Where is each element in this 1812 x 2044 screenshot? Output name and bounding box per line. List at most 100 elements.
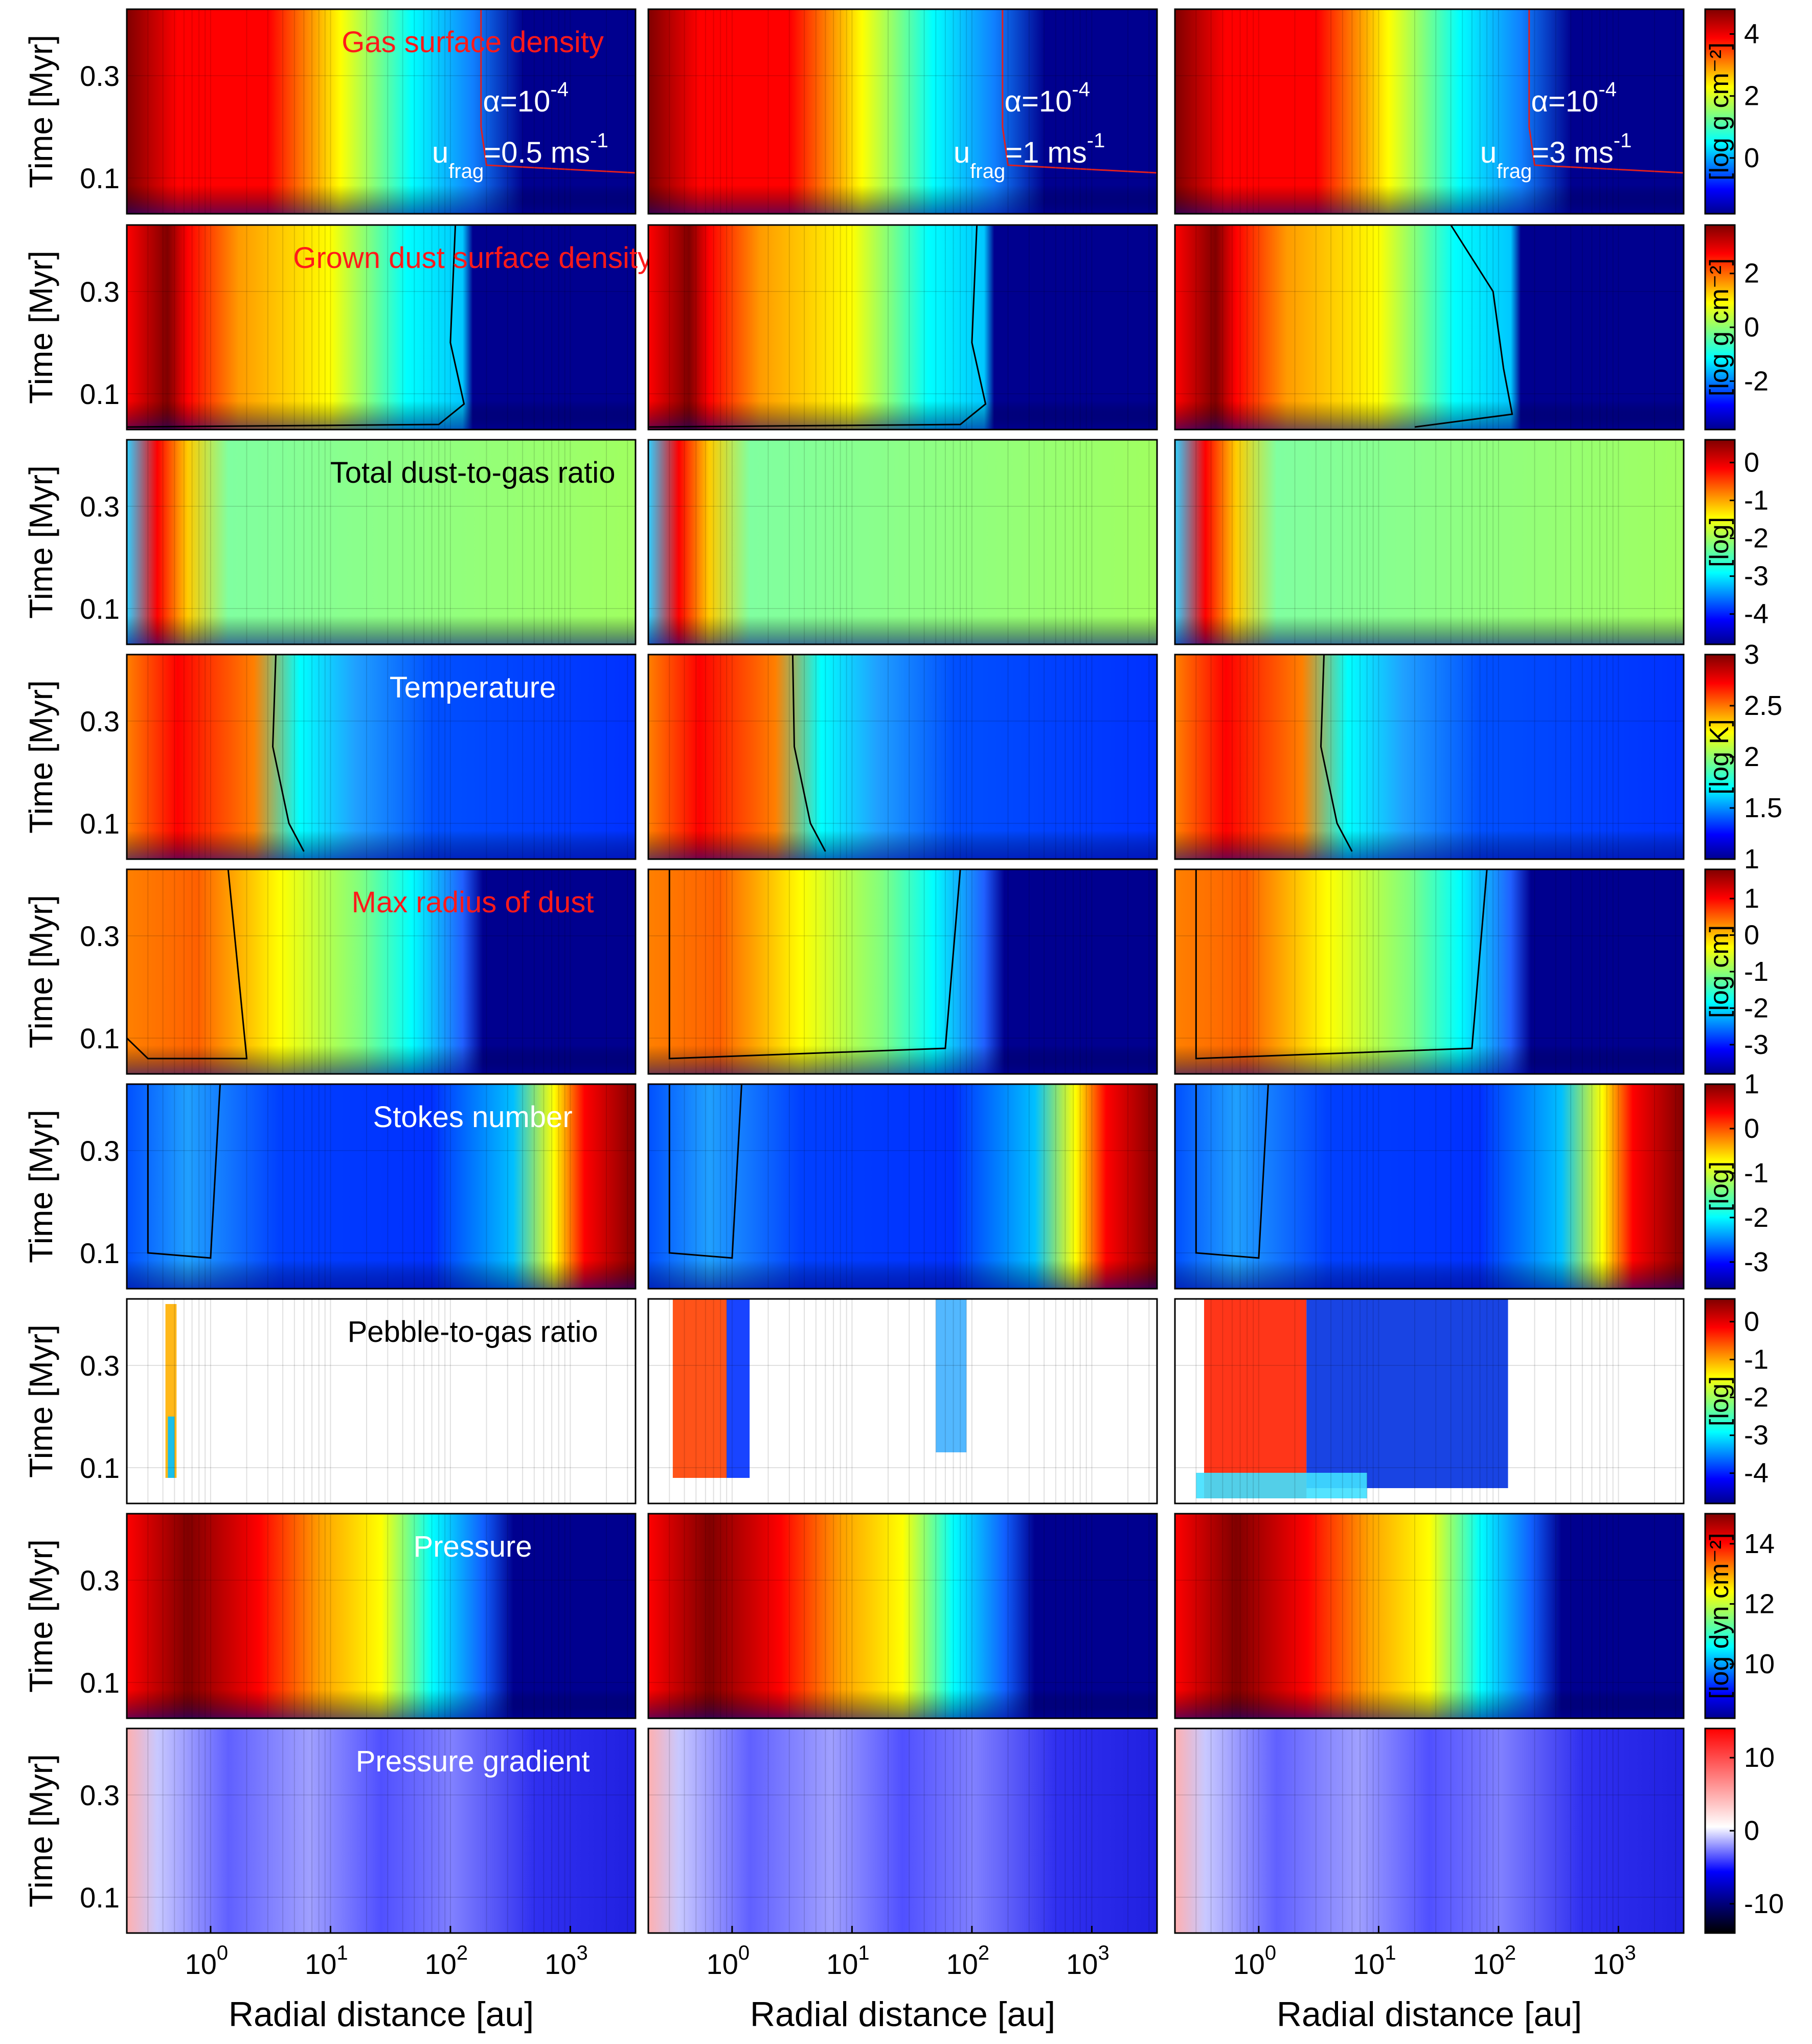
panel-r5-c3 <box>1174 868 1685 1075</box>
early-time-band <box>648 655 1157 859</box>
ufrag-exponent: -1 <box>590 129 608 152</box>
grid <box>648 1514 1157 1718</box>
colorbar-strip <box>1704 1513 1736 1719</box>
colorbar-tick-label: -2 <box>1744 523 1769 554</box>
x-tick-exponent: 2 <box>1505 1942 1516 1964</box>
heatmap-field <box>648 440 1157 644</box>
alpha-annotation: α=10-4 <box>483 78 569 118</box>
y-axis-label: Time [Myr] <box>22 465 59 619</box>
early-time-band <box>648 1514 1157 1718</box>
early-time-band <box>127 225 636 430</box>
y-axis-label: Time [Myr] <box>22 35 59 188</box>
grid <box>127 1728 636 1933</box>
alpha-annotation: α=10-4 <box>1531 78 1617 118</box>
panel-r5-c1: 0.1 0.3 Time [Myr] Max radius of dust <box>22 868 637 1075</box>
y-tick-label: 0.3 <box>80 60 120 92</box>
y-tick-label: 0.1 <box>80 1452 120 1484</box>
grid <box>127 9 636 214</box>
heatmap-field <box>648 9 1157 214</box>
panel-frame <box>126 654 637 860</box>
colorbar-tick-label: -3 <box>1744 1029 1769 1060</box>
x-tick-label: 101 <box>305 1942 348 1980</box>
colorbar-tick-label: -1 <box>1744 1158 1769 1188</box>
panel-title: Stokes number <box>373 1100 573 1134</box>
early-time-band <box>127 440 636 644</box>
colorbar-strip <box>1704 1298 1736 1504</box>
colorbar-tick-label: -1 <box>1744 956 1769 987</box>
x-tick-exponent: 1 <box>858 1942 869 1964</box>
panel-r4-c1: 0.1 0.3 Time [Myr] Temperature <box>22 654 637 860</box>
ufrag-value: =3 ms <box>1532 136 1614 169</box>
x-axis-label: Radial distance [au] <box>229 1995 534 2034</box>
grid <box>127 440 636 644</box>
y-axis-label: Time [Myr] <box>22 1754 59 1907</box>
panel-frame <box>1174 654 1685 860</box>
heatmap-field <box>127 655 636 859</box>
colorbar-r4: 1 1.5 2 2.5 3 [log K] <box>1704 639 1782 874</box>
grid <box>1175 1299 1684 1503</box>
grid <box>648 1299 1157 1503</box>
colorbar-strip <box>1704 8 1736 215</box>
contour-line <box>1195 1084 1269 1259</box>
heatmap-field <box>127 1514 636 1718</box>
panel-r3-c2 <box>647 439 1158 645</box>
alpha-exponent: -4 <box>1072 78 1090 101</box>
panel-frame <box>126 868 637 1075</box>
early-time-band <box>1175 1514 1684 1718</box>
early-time-band <box>1175 1084 1684 1289</box>
panel-r2-c2 <box>647 224 1158 431</box>
grid <box>127 1514 636 1718</box>
early-time-band <box>127 655 636 859</box>
panel-r2-c1: 0.1 0.3 Time [Myr] Grown dust surface densi… <box>22 224 652 431</box>
panel-r6-c1: 0.1 0.3 Time [Myr] Stokes number <box>22 1083 637 1290</box>
ufrag-exponent: -1 <box>1087 129 1105 152</box>
x-tick-exponent: 2 <box>978 1942 989 1964</box>
heatmap-field <box>127 440 636 644</box>
y-tick-label: 0.1 <box>80 1022 120 1054</box>
panel-r1-c1: 0.1 0.3 Time [Myr] Gas surface density α=10-… <box>22 8 637 215</box>
x-axis-label: Radial distance [au] <box>1277 1995 1582 2034</box>
panel-frame <box>1174 1298 1685 1504</box>
heatmap-field <box>648 655 1157 859</box>
contour-line <box>1320 655 1353 852</box>
pebble-patch <box>1306 1299 1508 1488</box>
x-tick-exponent: 3 <box>1098 1942 1109 1964</box>
y-axis-label: Time [Myr] <box>22 895 59 1048</box>
panel-title: Pebble-to-gas ratio <box>348 1315 598 1349</box>
panel-frame <box>1174 8 1685 215</box>
x-tick-label: 100 <box>1233 1942 1277 1980</box>
panel-frame <box>647 8 1158 215</box>
ufrag-subscript: frag <box>1497 160 1532 183</box>
grid <box>648 655 1157 859</box>
colorbar-r2: -2 0 2 [log g cm⁻²] <box>1704 224 1769 431</box>
ufrag-value: =1 ms <box>1005 136 1087 169</box>
y-axis-label: Time [Myr] <box>22 680 59 834</box>
early-time-band <box>648 1084 1157 1289</box>
panel-r6-c2 <box>647 1083 1158 1290</box>
panel-title: Total dust-to-gas ratio <box>330 456 616 489</box>
colorbar-tick-label: -2 <box>1744 1202 1769 1233</box>
panel-frame <box>126 1083 637 1290</box>
panel-frame <box>1174 224 1685 431</box>
colorbar-tick-label: 0 <box>1744 143 1759 173</box>
colorbar-tick-label: 0 <box>1744 447 1759 478</box>
colorbar-r7: -4 -3 -2 -1 0 [log] <box>1704 1298 1769 1504</box>
contour-line <box>480 9 636 174</box>
grid <box>1175 1514 1684 1718</box>
colorbar-tick-label: -2 <box>1744 1382 1769 1413</box>
ufrag-value: =0.5 ms <box>484 136 590 169</box>
y-tick-label: 0.3 <box>80 1135 120 1167</box>
ufrag-subscript: frag <box>448 160 484 183</box>
early-time-band <box>648 9 1157 214</box>
colorbar-tick-label: 12 <box>1744 1588 1775 1619</box>
grid <box>127 1084 636 1289</box>
heatmap-field <box>127 1299 636 1503</box>
x-tick-label: 103 <box>1593 1942 1636 1980</box>
heatmap-field <box>1175 1728 1684 1933</box>
panel-r7-c3 <box>1174 1298 1685 1504</box>
panel-title: Pressure gradient <box>356 1745 590 1778</box>
heatmap-field <box>127 9 636 214</box>
colorbar-r6: -3 -2 -1 0 1 [log] <box>1704 1069 1769 1290</box>
